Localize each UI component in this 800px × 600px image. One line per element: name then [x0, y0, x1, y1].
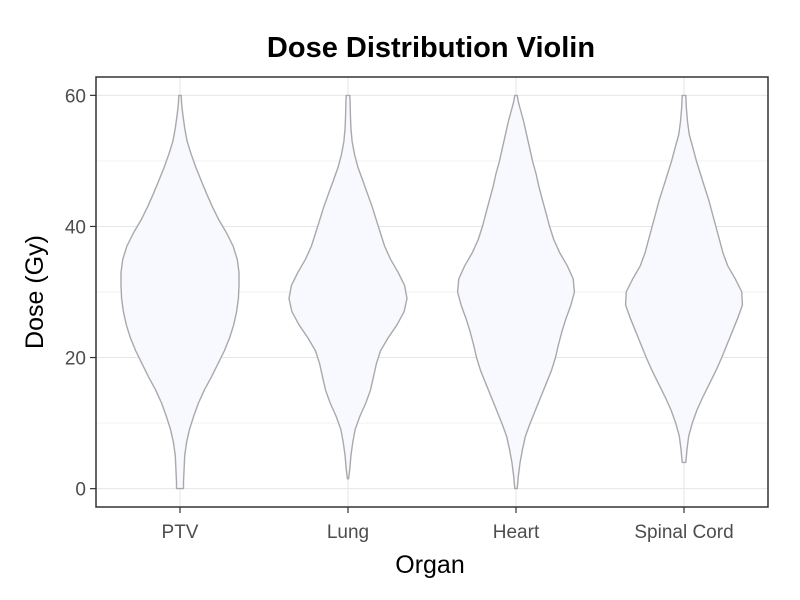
- y-tick-label: 20: [65, 349, 86, 370]
- violin-ptv: [120, 94, 240, 490]
- x-tick-label: Lung: [327, 522, 369, 543]
- y-axis-title: Dose (Gy): [21, 235, 49, 349]
- y-tick-label: 0: [75, 480, 86, 501]
- y-axis: 0 20 40 60: [65, 86, 96, 501]
- x-axis-title: Organ: [395, 551, 464, 579]
- chart-title: Dose Distribution Violin: [267, 32, 595, 64]
- y-tick-label: 60: [65, 86, 86, 107]
- violins: [120, 94, 744, 490]
- y-tick-label: 40: [65, 217, 86, 238]
- panel-border: [95, 76, 769, 508]
- x-tick-label: Spinal Cord: [634, 522, 733, 543]
- violin-lung: [288, 94, 408, 480]
- x-tick-label: Heart: [493, 522, 540, 543]
- x-tick-label: PTV: [162, 522, 199, 543]
- x-axis: PTV Lung Heart Spinal Cord: [162, 507, 734, 543]
- violin-heart: [456, 94, 576, 490]
- violin-spinal-cord: [624, 94, 744, 464]
